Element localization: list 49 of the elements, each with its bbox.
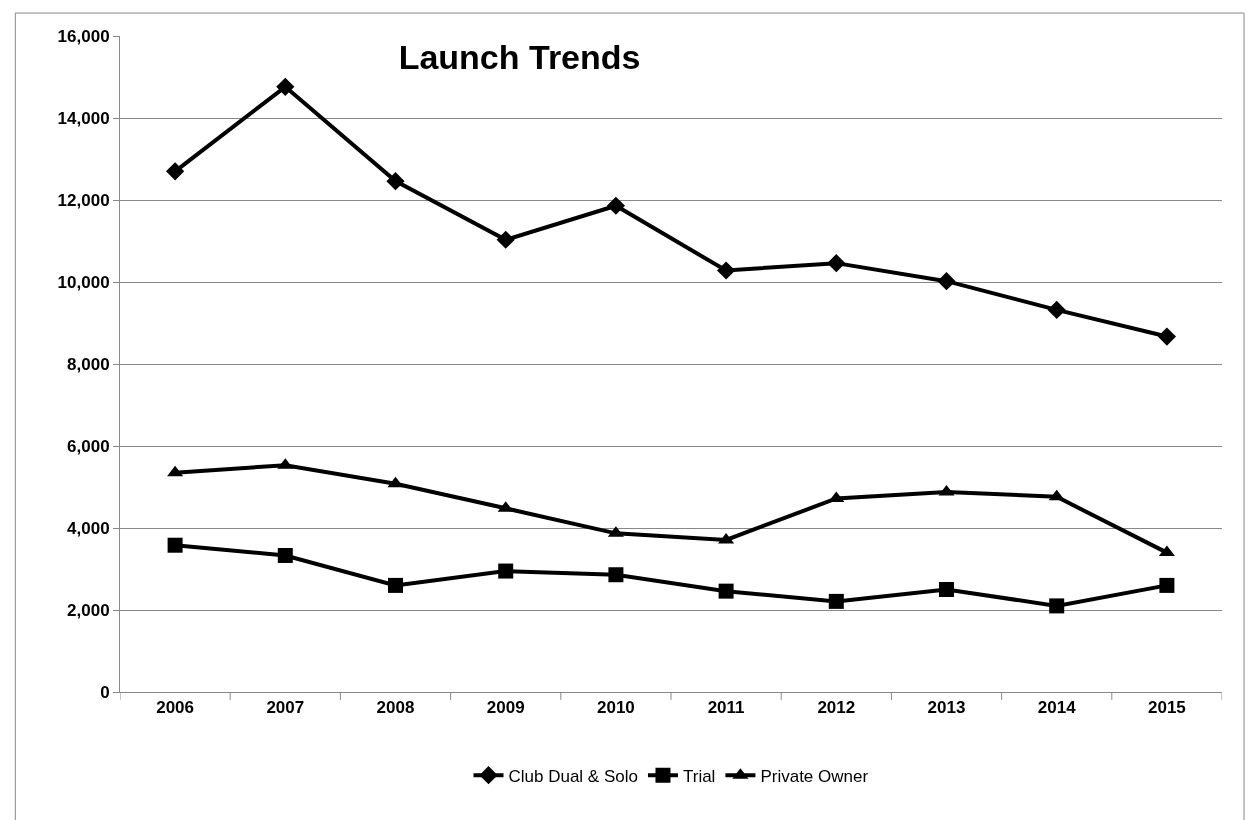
legend-label: Club Dual & Solo bbox=[508, 766, 638, 786]
point bbox=[167, 537, 183, 553]
x-tick-label: 2013 bbox=[927, 698, 966, 718]
point bbox=[498, 563, 514, 579]
point bbox=[1158, 545, 1175, 557]
point bbox=[718, 532, 735, 544]
point bbox=[827, 254, 846, 273]
point bbox=[717, 261, 736, 280]
point bbox=[1049, 598, 1065, 614]
x-tick-label: 2015 bbox=[1147, 698, 1186, 718]
y-tick-label: 2,000 bbox=[67, 600, 110, 620]
x-tick-label: 2008 bbox=[376, 698, 415, 718]
chart-title: Launch Trends bbox=[398, 37, 641, 76]
x-tick-label: 2006 bbox=[156, 698, 195, 718]
x-tick-label: 2007 bbox=[266, 698, 305, 718]
x-tick-label: 2011 bbox=[707, 698, 745, 718]
point bbox=[938, 484, 955, 496]
y-tick-label: 6,000 bbox=[67, 436, 110, 456]
x-tick-label: 2014 bbox=[1037, 698, 1077, 718]
y-tick-label: 4,000 bbox=[67, 518, 110, 538]
y-tick-label: 12,000 bbox=[57, 190, 110, 210]
point bbox=[1157, 327, 1176, 346]
point bbox=[387, 476, 404, 488]
y-tick-label: 16,000 bbox=[57, 26, 110, 46]
point bbox=[276, 77, 295, 96]
point bbox=[166, 162, 185, 181]
y-tick-label: 14,000 bbox=[57, 108, 110, 128]
x-tick-label: 2012 bbox=[817, 698, 856, 718]
point bbox=[388, 577, 403, 593]
point bbox=[606, 196, 625, 215]
point bbox=[939, 582, 954, 597]
point bbox=[386, 172, 405, 191]
x-tick-label: 2010 bbox=[596, 698, 635, 718]
point bbox=[1047, 300, 1066, 319]
point bbox=[718, 583, 734, 599]
point bbox=[167, 465, 184, 477]
legend-label: Trial bbox=[682, 766, 716, 786]
x-tick-label: 2009 bbox=[486, 698, 525, 718]
point bbox=[1159, 577, 1175, 593]
point bbox=[828, 593, 844, 609]
point bbox=[608, 567, 624, 583]
point bbox=[937, 272, 956, 291]
legend-label: Private Owner bbox=[760, 766, 869, 786]
point bbox=[1048, 489, 1065, 501]
y-tick-label: 0 bbox=[100, 682, 110, 702]
y-tick-label: 10,000 bbox=[57, 272, 110, 292]
y-tick-label: 8,000 bbox=[67, 354, 110, 374]
point bbox=[496, 230, 515, 249]
point bbox=[277, 547, 293, 563]
